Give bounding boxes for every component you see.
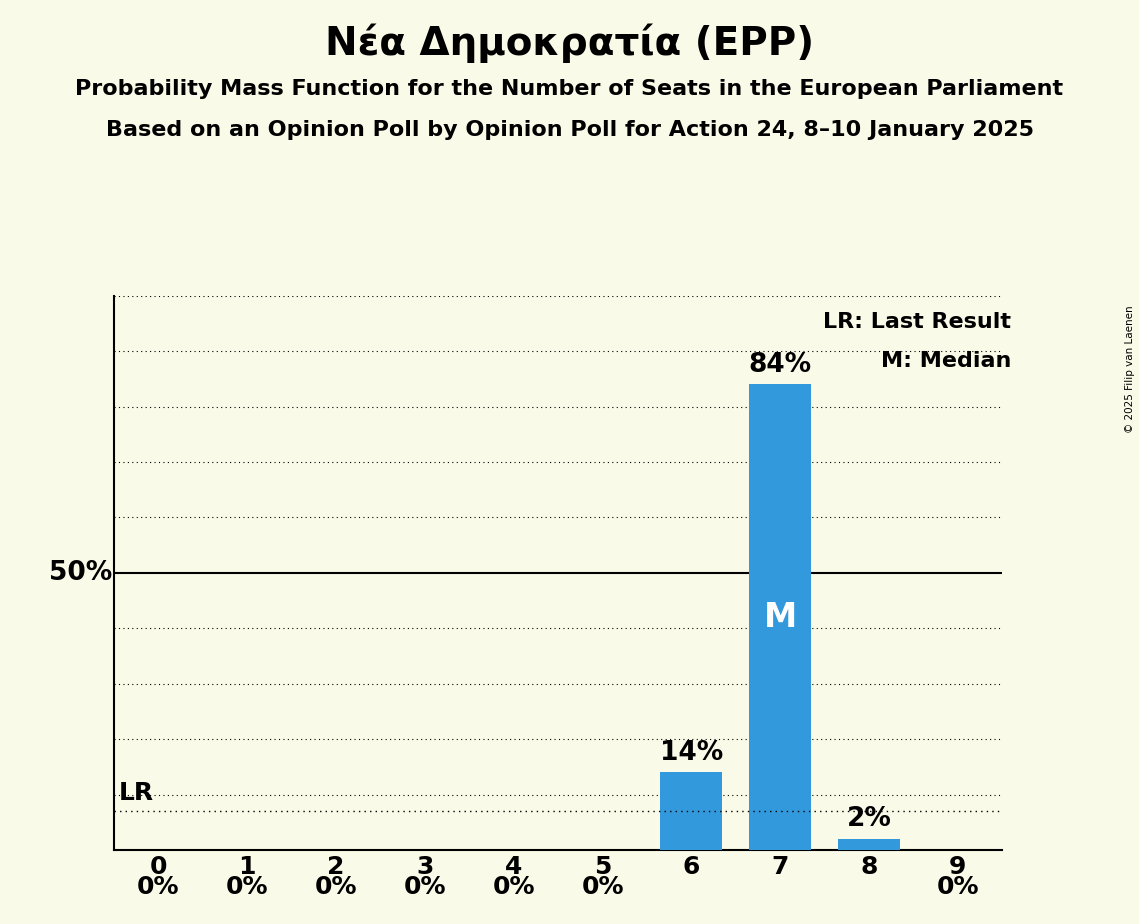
Text: 0%: 0% bbox=[492, 875, 535, 899]
Text: © 2025 Filip van Laenen: © 2025 Filip van Laenen bbox=[1125, 306, 1134, 433]
Text: 14%: 14% bbox=[659, 740, 723, 766]
Text: LR: Last Result: LR: Last Result bbox=[823, 312, 1011, 333]
Text: Νέα Δημοκρατία (EPP): Νέα Δημοκρατία (EPP) bbox=[325, 23, 814, 63]
Text: 0%: 0% bbox=[936, 875, 980, 899]
Text: 84%: 84% bbox=[748, 352, 812, 378]
Bar bbox=[661, 772, 722, 850]
Text: 0%: 0% bbox=[226, 875, 269, 899]
Text: 0%: 0% bbox=[314, 875, 358, 899]
Text: 0%: 0% bbox=[137, 875, 180, 899]
Bar bbox=[749, 384, 811, 850]
Text: LR: LR bbox=[118, 781, 154, 805]
Text: 50%: 50% bbox=[49, 560, 112, 586]
Text: 0%: 0% bbox=[581, 875, 624, 899]
Text: Based on an Opinion Poll by Opinion Poll for Action 24, 8–10 January 2025: Based on an Opinion Poll by Opinion Poll… bbox=[106, 120, 1033, 140]
Text: Probability Mass Function for the Number of Seats in the European Parliament: Probability Mass Function for the Number… bbox=[75, 79, 1064, 99]
Bar bbox=[838, 839, 900, 850]
Text: 0%: 0% bbox=[403, 875, 446, 899]
Text: M: M bbox=[763, 601, 797, 634]
Text: 2%: 2% bbox=[846, 807, 892, 833]
Text: M: Median: M: Median bbox=[880, 351, 1011, 371]
